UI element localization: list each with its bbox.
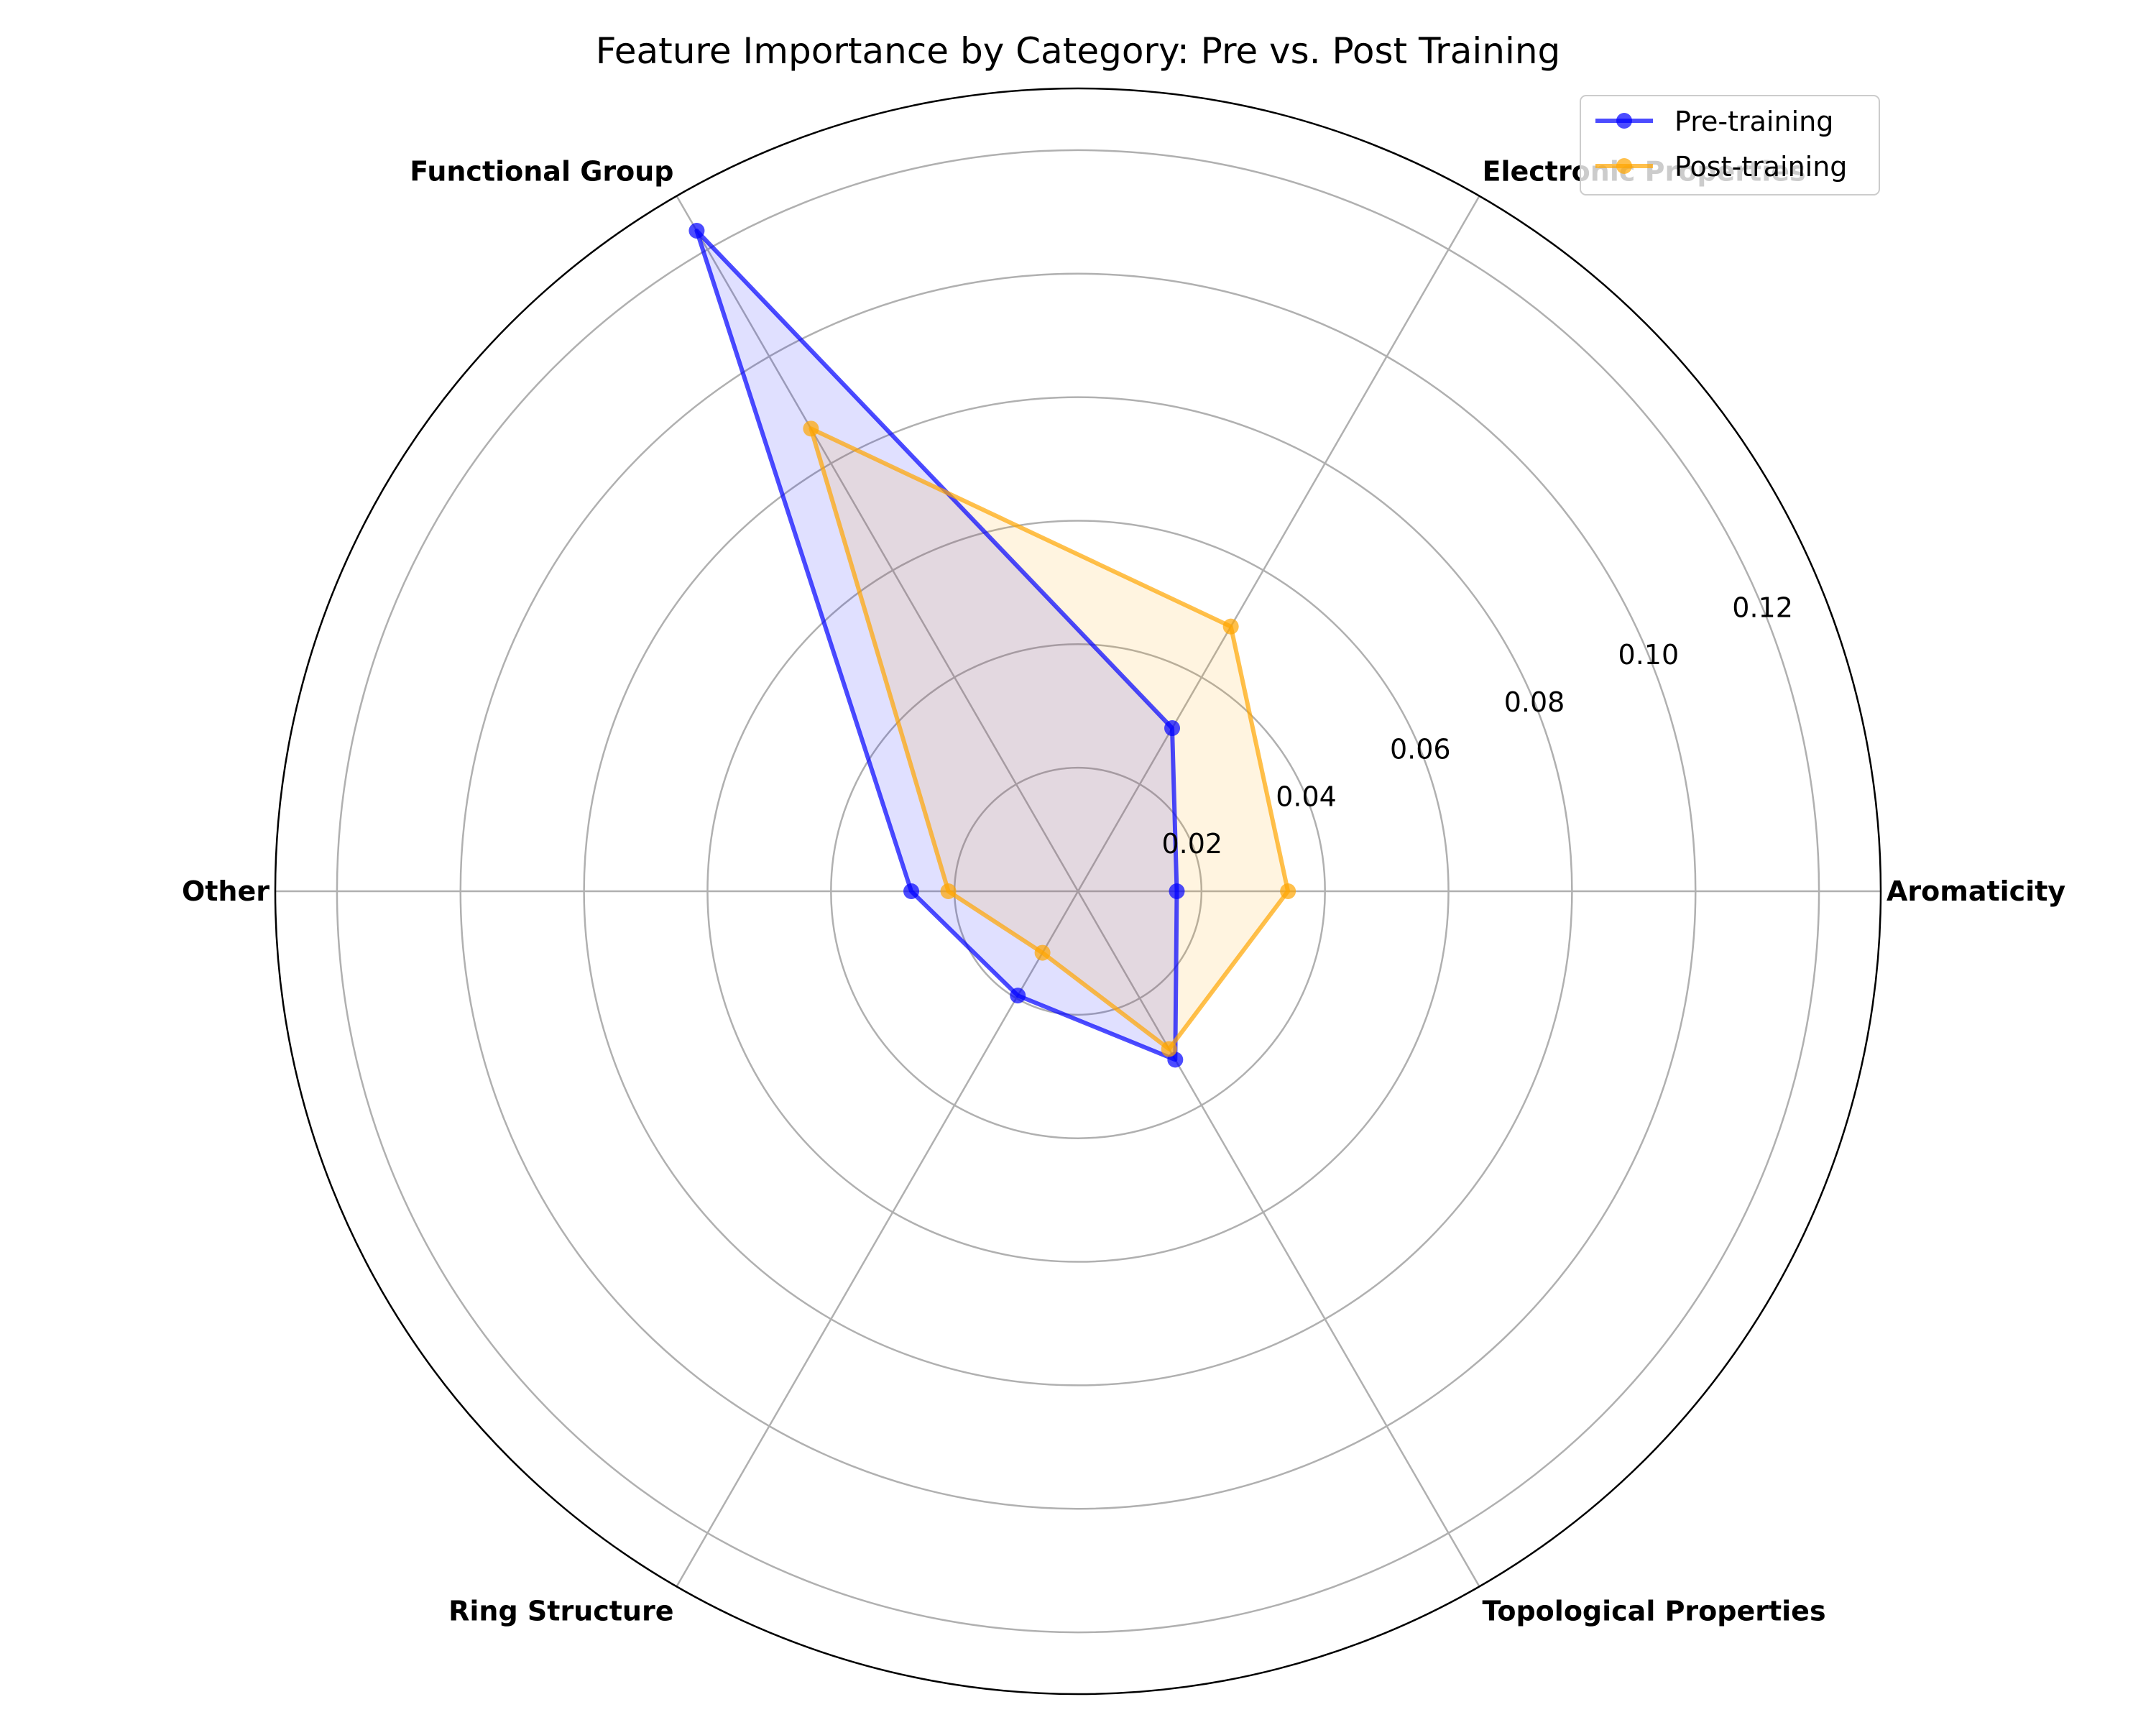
- category-label: Other: [182, 875, 270, 907]
- legend-frame: [1580, 95, 1880, 196]
- pre-training-area: [696, 231, 1177, 1060]
- post-training-area: [811, 428, 1289, 1049]
- outer-frame: [274, 87, 1882, 1696]
- post-training-point: [1222, 618, 1239, 635]
- radial-tick-labels: 0.02 0.04 0.06 0.08 0.10 0.12: [1161, 592, 1792, 860]
- pre-training-point: [1164, 720, 1181, 737]
- pre-training-point: [688, 223, 705, 239]
- post-training-point: [803, 420, 819, 437]
- category-label: Functional Group: [410, 156, 673, 188]
- radial-tick-label: 0.06: [1390, 734, 1451, 765]
- post-training-point: [1161, 1041, 1177, 1057]
- post-training-point: [940, 883, 957, 899]
- legend-post-label: Post-training: [1674, 151, 1847, 183]
- category-label: Topological Properties: [1483, 1595, 1826, 1627]
- radial-tick-label: 0.08: [1504, 686, 1565, 718]
- series-points: [688, 223, 1296, 1068]
- radial-tick-label: 0.02: [1161, 828, 1222, 860]
- spoke-line: [1077, 891, 1480, 1587]
- radial-tick-label: 0.12: [1732, 592, 1793, 623]
- post-training-point: [1034, 944, 1051, 961]
- spoke-line: [676, 196, 1079, 892]
- category-label: Ring Structure: [448, 1595, 673, 1627]
- pre-training-point: [1169, 883, 1185, 899]
- pre-training-point: [1010, 988, 1026, 1004]
- radial-tick-label: 0.04: [1276, 781, 1337, 812]
- post-training-point: [1280, 883, 1296, 899]
- chart-title: Feature Importance by Category: Pre vs. …: [596, 30, 1561, 72]
- spoke-line: [1077, 196, 1480, 892]
- legend-pre-marker: [1616, 113, 1632, 129]
- legend: Pre-training Post-training: [1580, 95, 1880, 196]
- legend-post-marker: [1616, 158, 1632, 174]
- series-fills: [696, 231, 1289, 1060]
- category-label: Aromaticity: [1886, 875, 2065, 907]
- spoke-line: [676, 891, 1079, 1587]
- legend-pre-label: Pre-training: [1674, 106, 1833, 137]
- pre-training-point: [903, 883, 920, 899]
- radial-tick-label: 0.10: [1618, 639, 1680, 671]
